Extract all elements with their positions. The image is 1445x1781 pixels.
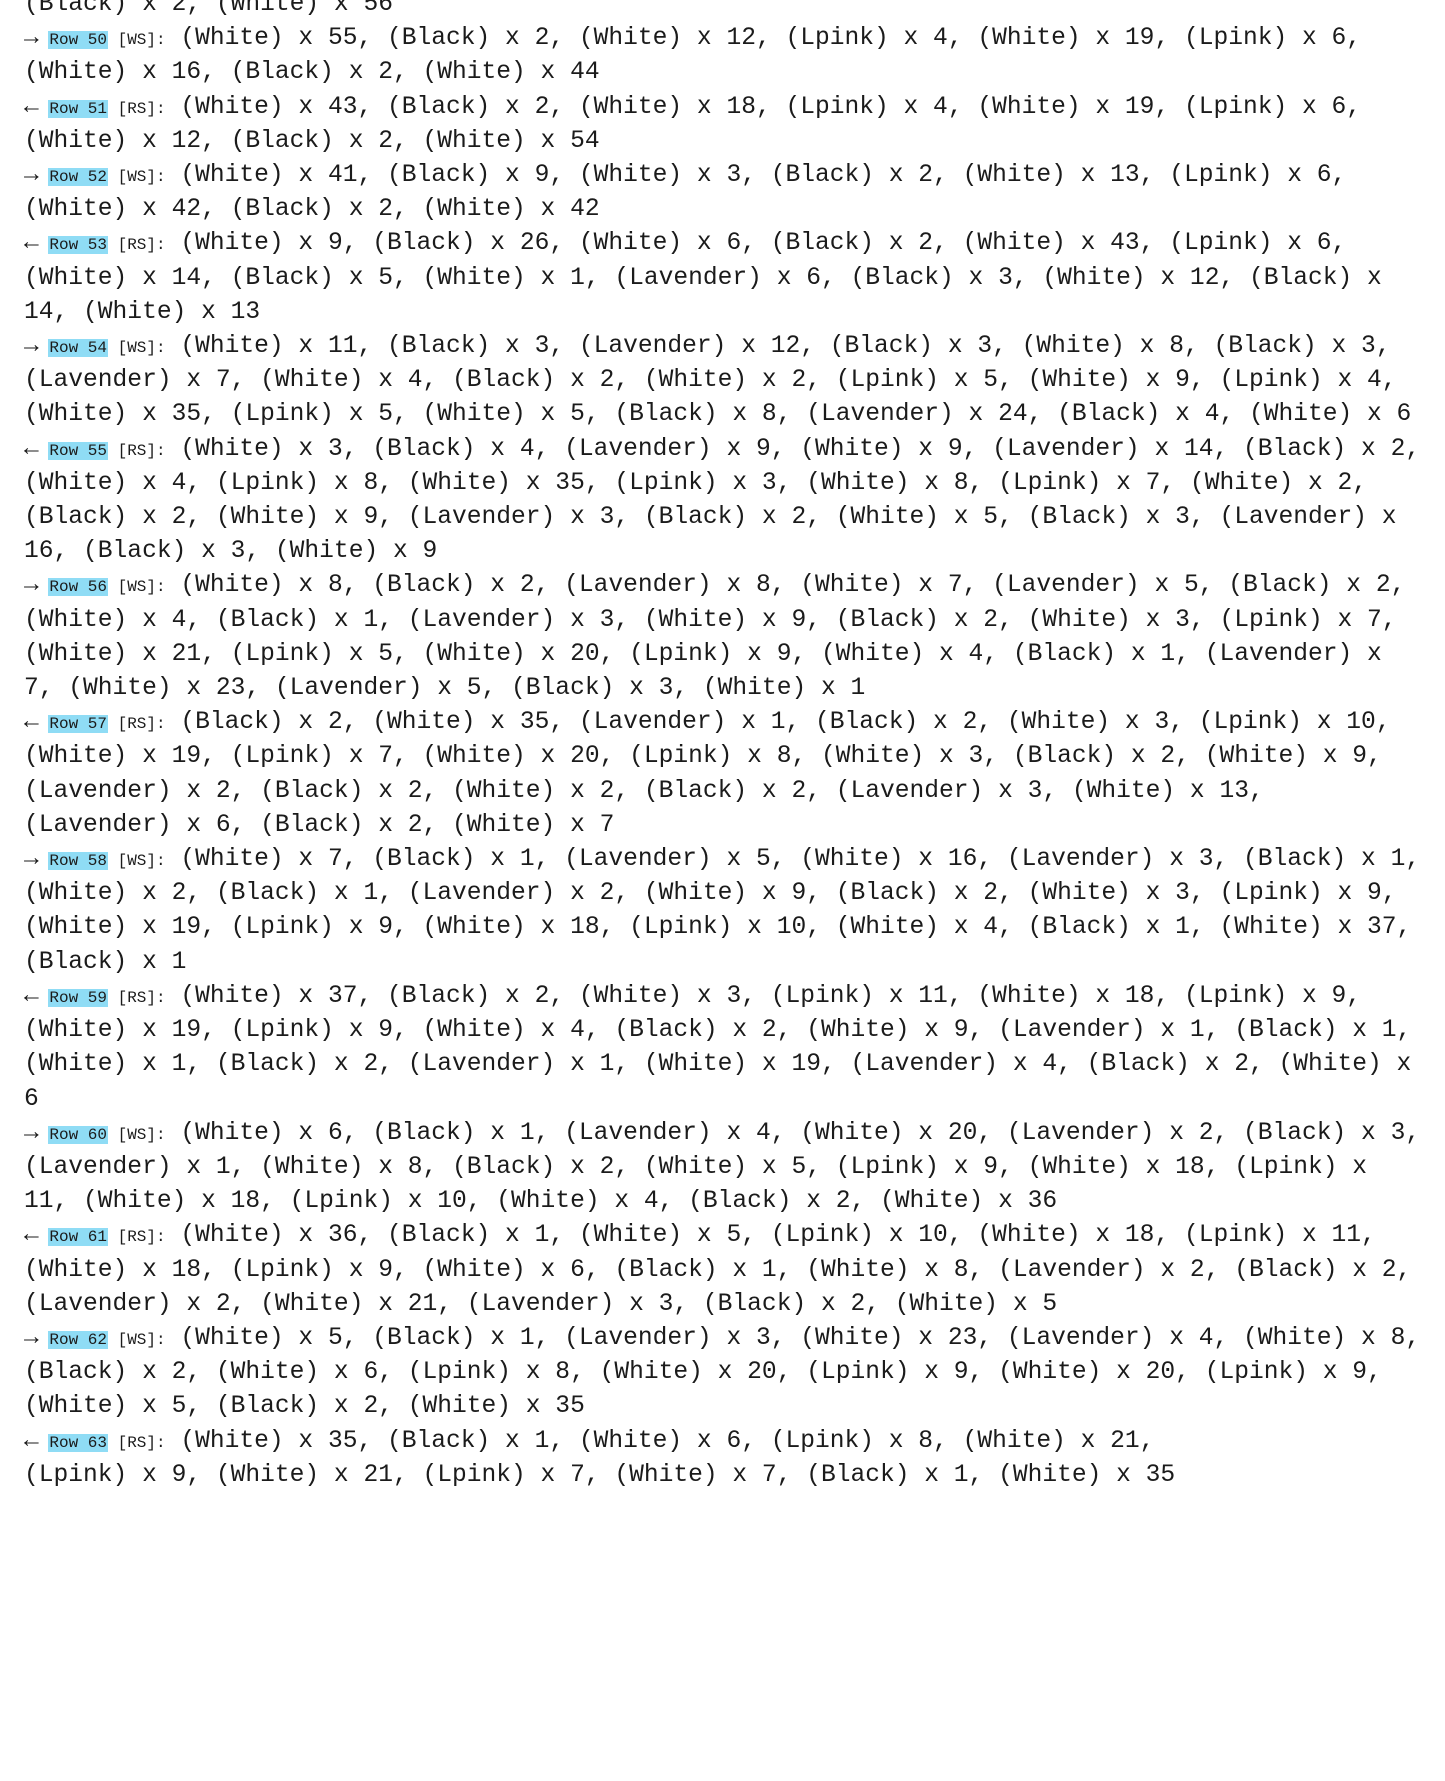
row-side-tag: [RS]: <box>117 99 166 118</box>
row-instructions: (White) x 9, (Black) x 26, (White) x 6, … <box>24 230 1397 326</box>
row-number-label[interactable]: Row 51 <box>48 99 108 118</box>
row-side-tag: [RS]: <box>117 236 166 255</box>
row-instructions: (White) x 41, (Black) x 9, (White) x 3, … <box>24 162 1362 224</box>
row-side-tag: [WS]: <box>117 1330 166 1349</box>
row-side-tag: [WS]: <box>117 339 166 358</box>
row-instructions: (White) x 55, (Black) x 2, (White) x 12,… <box>24 25 1376 87</box>
row-block: → Row 58 [WS]: (White) x 7, (Black) x 1,… <box>24 843 1421 980</box>
row-instructions: (White) x 5, (Black) x 1, (Lavender) x 3… <box>24 1324 1435 1421</box>
row-number-label[interactable]: Row 61 <box>48 1228 108 1247</box>
direction-arrow-icon: ← <box>24 93 39 121</box>
row-instructions: (White) x 3, (Black) x 4, (Lavender) x 9… <box>24 435 1435 566</box>
row-instructions: (Black) x 2, (White) x 35, (Lavender) x … <box>24 709 1406 839</box>
row-instructions: (White) x 35, (Black) x 1, (White) x 6, … <box>165 1427 1155 1455</box>
row-block: ← Row 61 [RS]: (White) x 36, (Black) x 1… <box>24 1219 1421 1322</box>
row-block: → Row 62 [WS]: (White) x 5, (Black) x 1,… <box>24 1322 1421 1425</box>
row-block: ← Row 59 [RS]: (White) x 37, (Black) x 2… <box>24 980 1421 1117</box>
row-block: ← Row 55 [RS]: (White) x 3, (Black) x 4,… <box>24 433 1421 570</box>
row-side-tag: [RS]: <box>117 988 166 1007</box>
row-number-label[interactable]: Row 60 <box>48 1125 108 1144</box>
row-instructions: (White) x 6, (Black) x 1, (Lavender) x 4… <box>24 1119 1435 1216</box>
direction-arrow-icon: ← <box>24 230 39 258</box>
row-block: → Row 54 [WS]: (White) x 11, (Black) x 3… <box>24 330 1421 433</box>
row-side-tag: [RS]: <box>117 1433 166 1452</box>
row-side-tag: [WS]: <box>117 1125 166 1144</box>
row-number-label[interactable]: Row 52 <box>48 168 108 187</box>
row-block: ← Row 53 [RS]: (White) x 9, (Black) x 26… <box>24 227 1421 330</box>
row-side-tag: [RS]: <box>117 715 166 734</box>
pattern-line-list: (Black) x 2, (White) x 56 → Row 50 [WS]:… <box>24 0 1421 1493</box>
row-instructions: (White) x 11, (Black) x 3, (Lavender) x … <box>24 333 1412 429</box>
row-instructions: (White) x 8, (Black) x 2, (Lavender) x 8… <box>24 572 1421 703</box>
row-number-label[interactable]: Row 53 <box>48 236 108 255</box>
row-block: ← Row 57 [RS]: (Black) x 2, (White) x 35… <box>24 706 1421 843</box>
row-instructions: (White) x 7, (Black) x 1, (Lavender) x 5… <box>24 846 1435 976</box>
direction-arrow-icon: → <box>24 1119 39 1147</box>
row-side-tag: [WS]: <box>117 852 166 871</box>
direction-arrow-icon: ← <box>24 1222 39 1250</box>
row-instructions: (White) x 36, (Black) x 1, (White) x 5, … <box>24 1222 1427 1318</box>
row-number-label[interactable]: Row 58 <box>48 852 108 871</box>
row-instructions: (White) x 37, (Black) x 2, (White) x 3, … <box>24 982 1427 1113</box>
row-block: ← Row 63 [RS]: (White) x 35, (Black) x 1… <box>24 1425 1421 1459</box>
direction-arrow-icon: ← <box>24 982 39 1010</box>
row-side-tag: [WS]: <box>117 578 166 597</box>
row-side-tag: [WS]: <box>117 168 166 187</box>
row-number-label[interactable]: Row 63 <box>48 1433 108 1452</box>
direction-arrow-icon: ← <box>24 1427 39 1455</box>
direction-arrow-icon: → <box>24 846 39 874</box>
row-number-label[interactable]: Row 59 <box>48 988 108 1007</box>
direction-arrow-icon: → <box>24 333 39 361</box>
row-block: → Row 52 [WS]: (White) x 41, (Black) x 9… <box>24 159 1421 227</box>
row-side-tag: [RS]: <box>117 1228 166 1247</box>
row-side-tag: [WS]: <box>117 31 166 50</box>
row-number-label[interactable]: Row 62 <box>48 1330 108 1349</box>
row-number-label[interactable]: Row 57 <box>48 715 108 734</box>
direction-arrow-icon: ← <box>24 709 39 737</box>
row-block: → Row 50 [WS]: (White) x 55, (Black) x 2… <box>24 22 1421 90</box>
row-block: → Row 60 [WS]: (White) x 6, (Black) x 1,… <box>24 1117 1421 1220</box>
clipped-top-line: (Black) x 2, (White) x 56 <box>24 0 393 18</box>
row-block: ← Row 51 [RS]: (White) x 43, (Black) x 2… <box>24 91 1421 159</box>
row-number-label[interactable]: Row 56 <box>48 578 108 597</box>
row-block: → Row 56 [WS]: (White) x 8, (Black) x 2,… <box>24 569 1421 706</box>
direction-arrow-icon: → <box>24 572 39 600</box>
direction-arrow-icon: ← <box>24 435 39 463</box>
row-number-label[interactable]: Row 54 <box>48 339 108 358</box>
clipped-bottom-line: (Lpink) x 9, (White) x 21, (Lpink) x 7, … <box>24 1461 1176 1489</box>
row-number-label[interactable]: Row 50 <box>48 31 108 50</box>
row-instructions: (White) x 43, (Black) x 2, (White) x 18,… <box>24 93 1376 155</box>
row-side-tag: [RS]: <box>117 441 166 460</box>
direction-arrow-icon: → <box>24 162 39 190</box>
direction-arrow-icon: → <box>24 25 39 53</box>
direction-arrow-icon: → <box>24 1324 39 1352</box>
row-number-label[interactable]: Row 55 <box>48 441 108 460</box>
